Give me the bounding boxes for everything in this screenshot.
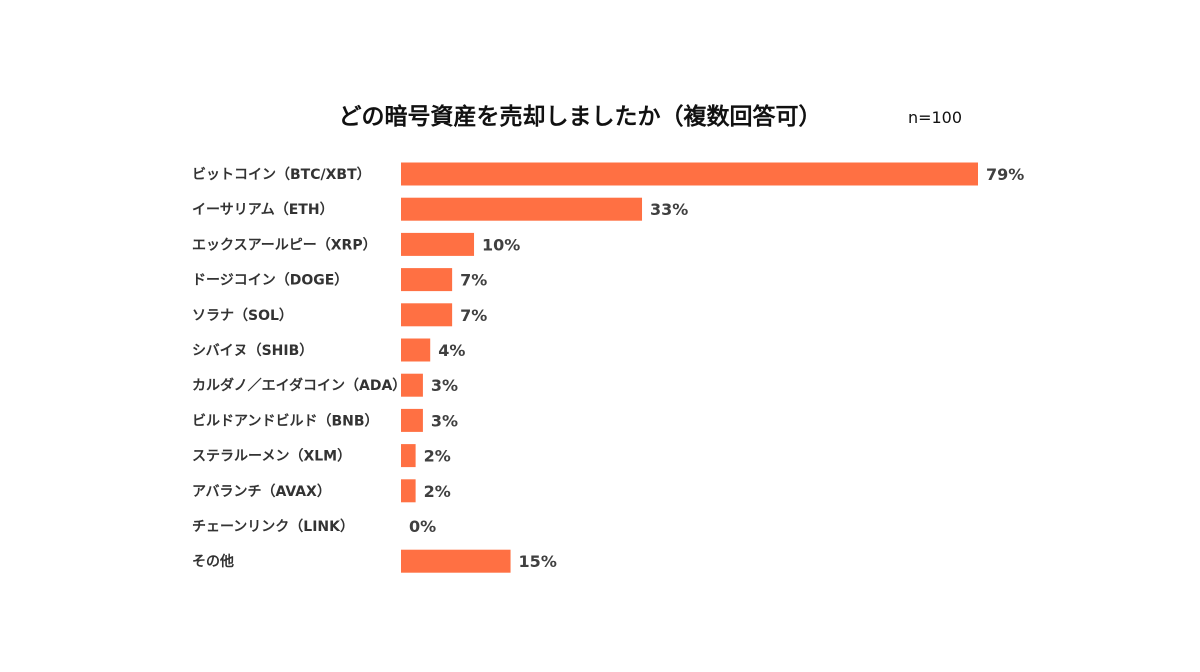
bar-row: ソラナ（SOL） 7% — [192, 303, 487, 327]
value-label: 7% — [460, 271, 487, 290]
chart-title: どの暗号資産を売却しましたか（複数回答可） — [339, 103, 822, 130]
bar-row: イーサリアム（ETH） 33% — [192, 197, 688, 221]
sample-size-note: n=100 — [908, 108, 962, 127]
bar — [401, 232, 475, 256]
value-label: 7% — [460, 306, 487, 325]
value-label: 10% — [482, 235, 520, 254]
bar-row: ビットコイン（BTC/XBT） 79% — [192, 162, 1024, 186]
bar-row: その他 15% — [192, 549, 557, 573]
category-label: ソラナ（SOL） — [192, 308, 293, 324]
category-label: ステラルーメン（XLM） — [192, 449, 351, 465]
bar-row: エックスアールピー（XRP） 10% — [192, 232, 520, 256]
value-label: 2% — [424, 482, 451, 501]
category-label: ドージコイン（DOGE） — [192, 273, 348, 289]
value-label: 3% — [431, 411, 458, 430]
category-label: チェーンリンク（LINK） — [192, 519, 354, 535]
bars-layer: ビットコイン（BTC/XBT） 79% イーサリアム（ETH） 33% エックスアールピ… — [192, 162, 1024, 573]
category-label: ビルドアンドビルド（BNB） — [192, 413, 379, 429]
bar — [401, 479, 416, 503]
bar — [401, 373, 423, 397]
bar — [401, 338, 431, 362]
value-label: 79% — [986, 165, 1024, 184]
category-label: シバイヌ（SHIB） — [192, 343, 313, 359]
bar — [401, 444, 416, 468]
value-label: 3% — [431, 376, 458, 395]
category-label: エックスアールピー（XRP） — [192, 237, 377, 253]
bar — [401, 197, 643, 221]
value-label: 4% — [438, 341, 465, 360]
value-label: 33% — [650, 200, 688, 219]
category-label: イーサリアム（ETH） — [192, 202, 334, 218]
bar-row: アバランチ（AVAX） 2% — [192, 479, 451, 503]
bar-row: チェーンリンク（LINK） 0% — [192, 517, 436, 536]
bar-row: ビルドアンドビルド（BNB） 3% — [192, 408, 458, 432]
bar-row: ステラルーメン（XLM） 2% — [192, 444, 451, 468]
value-label: 0% — [409, 517, 436, 536]
bar-row: カルダノ／エイダコイン（ADA） 3% — [192, 373, 458, 397]
bar — [401, 268, 453, 292]
bar — [401, 408, 423, 432]
bar — [401, 549, 511, 573]
value-label: 2% — [424, 447, 451, 466]
category-label: ビットコイン（BTC/XBT） — [192, 167, 371, 183]
category-label: その他 — [192, 553, 234, 570]
category-label: アバランチ（AVAX） — [192, 484, 331, 500]
value-label: 15% — [519, 552, 557, 571]
bar — [401, 303, 453, 327]
category-label: カルダノ／エイダコイン（ADA） — [192, 377, 406, 394]
bar-row: ドージコイン（DOGE） 7% — [192, 268, 487, 292]
bar-row: シバイヌ（SHIB） 4% — [192, 338, 465, 362]
bar — [401, 162, 978, 186]
